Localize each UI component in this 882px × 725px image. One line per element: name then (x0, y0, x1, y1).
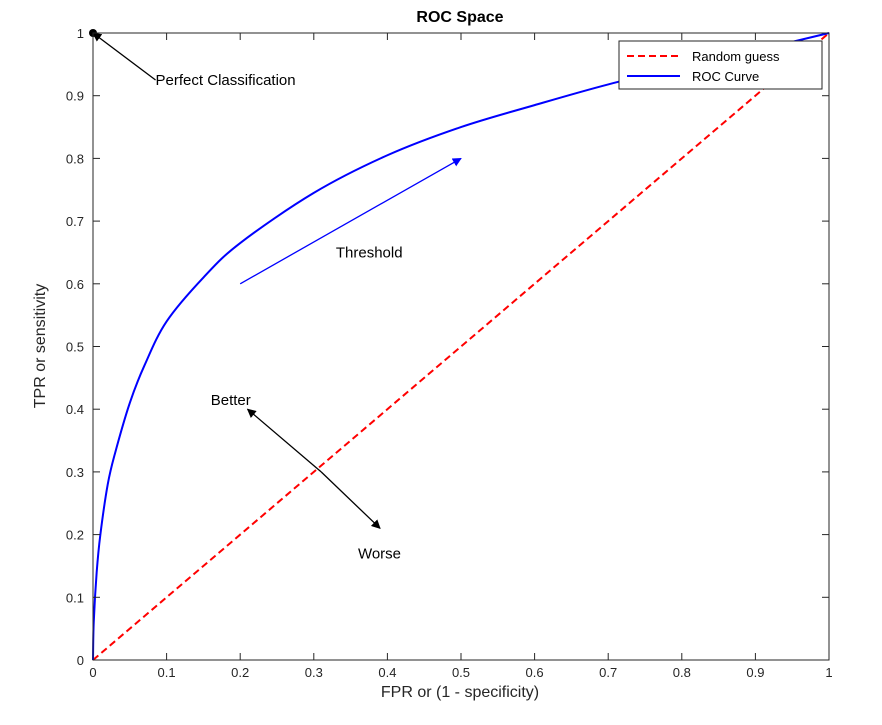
annotations-layer: Perfect Classification Threshold Better Wor… (92, 32, 462, 562)
y-tick-label: 0.6 (66, 277, 84, 292)
legend-label-random-guess: Random guess (692, 49, 780, 64)
roc-curve-line (92, 32, 830, 661)
legend: Random guess ROC Curve (618, 40, 823, 90)
x-tick-label: 0 (89, 665, 96, 680)
y-tick-label: 0.3 (66, 465, 84, 480)
x-tick-label: 0.4 (378, 665, 396, 680)
y-tick-label: 0.8 (66, 151, 84, 166)
y-tick-label: 0.9 (66, 89, 84, 104)
perfect-classification-arrow (92, 32, 156, 81)
x-tick-label: 0.3 (305, 665, 323, 680)
x-tick-label: 0.1 (158, 665, 176, 680)
y-axis-ticks: 0 0.1 0.2 0.3 0.4 0.5 0.6 0.7 0.8 0.9 1 (66, 26, 829, 668)
x-tick-label: 0.8 (673, 665, 691, 680)
x-tick-label: 0.9 (746, 665, 764, 680)
series-layer (89, 29, 830, 661)
x-tick-label: 0.6 (526, 665, 544, 680)
chart-title: ROC Space (416, 9, 503, 26)
y-tick-label: 0.1 (66, 590, 84, 605)
threshold-label: Threshold (336, 244, 403, 261)
y-tick-label: 0.4 (66, 402, 84, 417)
perfect-classification-label: Perfect Classification (156, 72, 296, 89)
y-tick-label: 0.7 (66, 214, 84, 229)
legend-label-roc-curve: ROC Curve (692, 69, 759, 84)
y-axis-label: TPR or sensitivity (32, 284, 49, 408)
y-tick-label: 0.5 (66, 340, 84, 355)
x-tick-label: 0.7 (599, 665, 617, 680)
threshold-arrow (239, 157, 462, 285)
legend-box (618, 40, 823, 90)
x-tick-label: 1 (825, 665, 832, 680)
y-tick-label: 0 (77, 653, 84, 668)
y-tick-label: 1 (77, 26, 84, 41)
better-label: Better (211, 392, 251, 409)
better-arrow (246, 408, 322, 473)
x-tick-label: 0.2 (231, 665, 249, 680)
x-axis-label: FPR or (1 - specificity) (381, 684, 539, 701)
worse-arrow (320, 471, 381, 529)
y-tick-label: 0.2 (66, 528, 84, 543)
random-guess-line (92, 32, 830, 661)
x-tick-label: 0.5 (452, 665, 470, 680)
worse-label: Worse (358, 545, 401, 562)
x-axis-ticks: 0 0.1 0.2 0.3 0.4 0.5 0.6 0.7 0.8 0.9 1 (89, 33, 833, 680)
